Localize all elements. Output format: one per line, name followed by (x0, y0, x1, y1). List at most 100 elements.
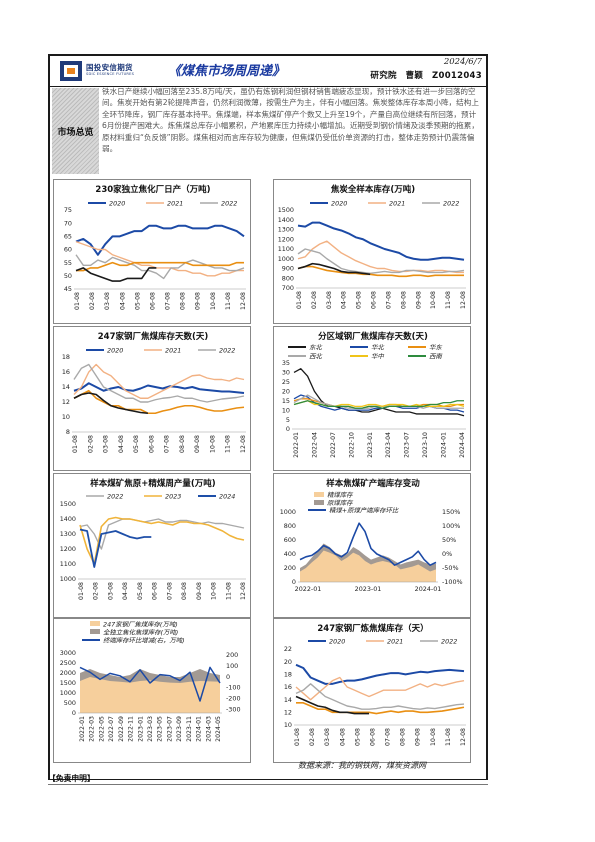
y-tick-label: 50 (64, 272, 72, 280)
x-tick-label: 2022-09 (118, 716, 125, 742)
chart-panel-coking-output: 230家独立焦化厂日产（万吨) 45 50 55 60 65 70 75 01-08 02-08 0… (53, 179, 251, 324)
y-tick-label: 1400 (278, 216, 294, 224)
y-tick-label: 10 (62, 413, 70, 421)
legend-ne-label: 东北 (309, 343, 323, 351)
x-tick-label: 09-08 (195, 292, 202, 310)
report-title: 《煤焦市场周周递》 (168, 64, 286, 79)
y2-tick-label: 200 (226, 651, 238, 659)
legend-2021-label: 2021 (389, 199, 405, 207)
x-tick-label: 07-08 (164, 435, 171, 453)
y2-tick-label: -300 (226, 706, 241, 714)
y-tick-label: 22 (284, 645, 292, 653)
legend-2022-label: 2022 (443, 199, 459, 207)
y-tick-label: 1000 (278, 255, 294, 263)
x-tick-label: 12-08 (460, 291, 467, 309)
y-tick-label: 1100 (60, 560, 76, 568)
y2-tick-label: 50% (442, 536, 456, 544)
chart-panel-mill-coal-days: 247家钢厂焦煤库存天数(天) 8 10 12 14 16 18 01-08 02-08 03-0… (53, 326, 251, 471)
x-tick-label: 04-08 (119, 292, 126, 310)
legend-b3-label: 终端库存环比增减(右，万吨) (103, 636, 185, 644)
x-tick-label: 2023-07 (166, 716, 173, 742)
y-tick-label: 20 (282, 387, 290, 395)
x-tick-label: 06-08 (369, 728, 376, 746)
series-line-2024 (79, 528, 152, 568)
legend-2020-label: 2020 (107, 346, 123, 354)
legend-jm-swatch (314, 492, 324, 497)
y-tick-label: 10 (282, 406, 290, 414)
series-line-2022 (73, 363, 245, 403)
y-tick-label: 18 (62, 353, 70, 361)
y2-tick-label: -50% (442, 564, 459, 572)
y-tick-label: 1200 (60, 545, 76, 553)
legend-2023-label: 2023 (165, 492, 181, 500)
x-tick-label: 06-08 (149, 292, 156, 310)
x-tick-label: 02-08 (87, 435, 94, 453)
x-tick-label: 10-08 (210, 292, 217, 310)
chart-mine-output: 样本煤矿焦原+精煤周产量(万吨) 1000 1100 1200 1300 1400 1500… (60, 478, 247, 600)
page-frame (48, 54, 488, 780)
chart-title: 247家钢厂焦煤库存天数(天) (98, 331, 209, 342)
y-tick-label: 500 (64, 699, 76, 707)
y-tick-label: 20 (284, 658, 292, 666)
x-tick-label: 11-08 (225, 435, 232, 453)
y-tick-label: 1500 (278, 206, 294, 214)
series-line-2021 (295, 676, 465, 701)
x-tick-label: 03-08 (326, 291, 333, 309)
y-tick-label: 0 (292, 578, 296, 586)
chart-panel-mine-inventory: 样本焦煤矿产端库存变动 0 200 400 600 800 1000 150% 100% 50% 0… (273, 473, 471, 618)
x-tick-label: 12-08 (240, 292, 247, 310)
chart-panel-coke-inventory: 焦炭全样本库存(万吨) 700 800 900 1000 1100 1200 1300 1400… (273, 179, 471, 324)
y-tick-label: 60 (64, 246, 72, 254)
series-line-2024 (297, 262, 371, 276)
legend-e-label: 华东 (429, 343, 442, 351)
area-steel-mill (80, 677, 220, 713)
x-tick-label: 04-08 (122, 582, 129, 600)
y2-tick-label: -100 (226, 684, 241, 692)
y-tick-label: 16 (284, 683, 292, 691)
y-tick-label: 900 (282, 265, 294, 273)
x-tick-label: 01-08 (74, 292, 81, 310)
x-tick-label: 05-08 (356, 291, 363, 309)
y-tick-label: 55 (64, 259, 72, 267)
data-source: 数据来源：我的钢铁网，煤炭资源网 (298, 761, 426, 770)
legend-2024-label: 2024 (219, 492, 235, 500)
y-tick-label: 800 (284, 522, 296, 530)
chart-title: 样本焦煤矿产端库存变动 (326, 478, 420, 489)
y-tick-label: 8 (66, 428, 70, 436)
chart-panel-mill-coking-days: 247家钢厂炼焦煤库存（天） 10 12 14 16 18 20 22 01-08 02-08 03… (273, 618, 471, 763)
series-line-2020 (75, 224, 245, 256)
area-washed-coal (300, 550, 436, 582)
series-line-西南 (293, 400, 464, 409)
x-tick-label: 2024-01 (415, 585, 442, 593)
legend-ym-label: 原煤库存 (327, 499, 354, 507)
x-tick-label: 2024-01 (196, 716, 203, 742)
x-tick-label: 2024-01 (441, 432, 448, 458)
summary-tag: 市场总览 (52, 88, 99, 174)
chart-panel-region-days: 分区域钢厂焦煤库存天数(天) 0 5 10 15 20 25 30 35 2022-01 2022-… (273, 326, 471, 471)
x-tick-label: 08-08 (400, 291, 407, 309)
x-tick-label: 01-08 (72, 435, 79, 453)
y-tick-label: 1300 (278, 226, 294, 234)
y-tick-label: 400 (284, 550, 296, 558)
series-line-ratio (299, 522, 437, 566)
x-tick-label: 06-08 (371, 291, 378, 309)
y-tick-label: 30 (282, 369, 290, 377)
legend-c-label: 华中 (371, 352, 384, 360)
report-author: 研究院 曹颖 Z0012043 (370, 71, 482, 81)
chart-title: 焦炭全样本库存(万吨) (330, 184, 415, 195)
x-tick-label: 2023-11 (186, 716, 193, 742)
series-line-2023 (79, 516, 245, 565)
x-tick-label: 04-08 (118, 435, 125, 453)
chart-mill-coal-stock: 247家钢厂焦煤库存(万吨)全独立焦化焦煤库存(万吨)终端库存环比增减(右，万吨… (60, 621, 241, 742)
x-tick-label: 2023-01 (137, 716, 144, 742)
x-tick-label: 2024-03 (205, 716, 212, 742)
y-tick-label: 14 (62, 383, 70, 391)
x-tick-label: 2022-10 (348, 432, 355, 458)
series-line-西北 (293, 394, 464, 409)
y-tick-label: 200 (284, 564, 296, 572)
x-tick-label: 12-08 (240, 435, 247, 453)
y-tick-label: 1000 (60, 689, 76, 697)
report-date: 2024/6/7 (443, 57, 482, 67)
x-tick-label: 2022-11 (128, 716, 135, 742)
x-tick-label: 06-08 (152, 582, 159, 600)
